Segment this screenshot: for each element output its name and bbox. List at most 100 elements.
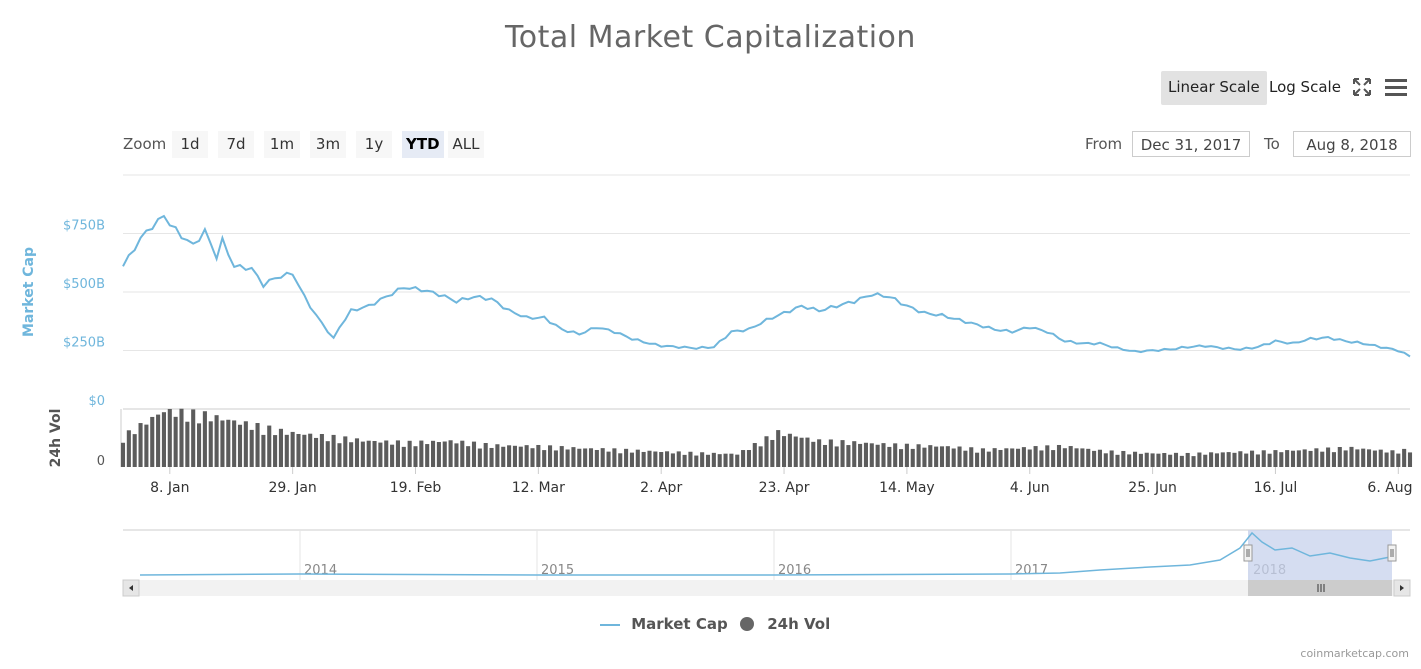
zoom-7d-button[interactable]: 7d (218, 131, 254, 158)
volume-bar (360, 441, 365, 467)
volume-bar (899, 449, 904, 467)
volume-bar (1250, 450, 1255, 467)
y-tick-label: $250B (63, 336, 105, 351)
volume-bar (1314, 448, 1319, 467)
fullscreen-icon[interactable] (1351, 77, 1373, 97)
volume-bar (1062, 448, 1067, 467)
navigator-year-label: 2014 (304, 563, 337, 578)
volume-bar (401, 446, 406, 467)
volume-bar (261, 434, 266, 467)
volume-bar (448, 440, 453, 467)
volume-bar (571, 447, 576, 467)
volume-bar (939, 446, 945, 467)
volume-bar (1039, 450, 1044, 467)
x-tick-label: 6. Aug (1367, 480, 1412, 496)
navigator-right-handle[interactable] (1387, 544, 1397, 562)
volume-bar (144, 424, 149, 467)
volume-bar (782, 436, 787, 467)
legend-volume-label: 24h Vol (767, 615, 831, 633)
legend-item-market-cap[interactable]: Market Cap (600, 615, 728, 633)
zoom-1y-button[interactable]: 1y (356, 131, 392, 158)
volume-bar (1185, 452, 1190, 467)
zoom-1d-button[interactable]: 1d (172, 131, 208, 158)
volume-bar (120, 442, 126, 467)
volume-bar (156, 414, 161, 467)
legend-market-cap-label: Market Cap (631, 615, 728, 633)
volume-bar (1343, 450, 1348, 467)
x-tick-label: 25. Jun (1128, 480, 1177, 496)
volume-bar (869, 443, 874, 467)
volume-bar (390, 444, 395, 467)
volume-bar (1378, 449, 1383, 467)
x-tick-label: 8. Jan (150, 480, 189, 496)
x-tick-label: 2. Apr (640, 480, 682, 496)
navigator-left-handle[interactable] (1243, 544, 1253, 562)
log-scale-button[interactable]: Log Scale (1269, 78, 1341, 96)
menu-icon[interactable] (1384, 77, 1408, 97)
volume-bar (1191, 456, 1196, 467)
volume-bar (787, 433, 792, 467)
zoom-label: Zoom (123, 135, 167, 153)
volume-bar (1045, 445, 1050, 467)
volume-bar (969, 447, 974, 467)
x-tick-label: 12. Mar (512, 480, 565, 496)
volume-bar (963, 450, 968, 467)
volume-bar (226, 419, 231, 467)
volume-bar (863, 442, 868, 467)
linear-scale-button[interactable]: Linear Scale (1161, 71, 1267, 105)
volume-bar (431, 440, 436, 467)
volume-bar (922, 447, 927, 467)
volume-bar (1021, 447, 1026, 467)
volume-bar (746, 450, 751, 467)
volume-bar (378, 442, 383, 467)
zoom-all-button[interactable]: ALL (448, 131, 484, 158)
volume-bar (741, 450, 746, 467)
volume-bar (618, 453, 623, 467)
volume-bar (1267, 453, 1272, 467)
zoom-ytd-button[interactable]: YTD (402, 131, 444, 158)
scrollbar-thumb[interactable] (1248, 580, 1392, 596)
volume-bar (442, 441, 447, 467)
volume-bar (530, 448, 535, 467)
volume-bar (1220, 452, 1225, 467)
volume-bar (524, 445, 529, 467)
volume-bar (1086, 448, 1091, 467)
volume-bar (1080, 448, 1085, 467)
volume-bar (764, 436, 769, 467)
volume-bar (501, 446, 506, 467)
to-date-input[interactable]: Aug 8, 2018 (1293, 131, 1411, 157)
zoom-1m-button[interactable]: 1m (264, 131, 300, 158)
y-tick-label: $750B (63, 219, 105, 234)
volume-bar (665, 451, 670, 467)
volume-bar (840, 440, 845, 467)
credits[interactable]: coinmarketcap.com (1300, 647, 1409, 660)
volume-bar (290, 431, 295, 467)
volume-bar (858, 443, 863, 467)
volume-bar (425, 444, 430, 467)
volume-bar (1255, 454, 1260, 467)
zoom-3m-button[interactable]: 3m (310, 131, 346, 158)
volume-bar (1179, 455, 1184, 467)
volume-bar (489, 447, 494, 467)
from-date-input[interactable]: Dec 31, 2017 (1132, 131, 1250, 157)
scrollbar-track[interactable] (123, 580, 1410, 596)
volume-bar (302, 434, 307, 467)
y-tick-label: $0 (88, 394, 105, 409)
volume-bar (314, 437, 319, 467)
volume-bar (1121, 450, 1126, 467)
volume-bar (822, 444, 828, 467)
market-cap-line (122, 214, 1411, 358)
volume-bar (565, 449, 570, 467)
legend-item-volume[interactable]: 24h Vol (740, 615, 830, 633)
volume-bar (1296, 450, 1301, 467)
volume-bar (676, 451, 681, 467)
volume-bar (1214, 453, 1219, 467)
volume-bar (998, 449, 1003, 467)
volume-bar (1285, 450, 1290, 467)
volume-bar (243, 421, 248, 467)
volume-bar (1004, 448, 1009, 467)
volume-bar (173, 416, 178, 467)
x-tick-label: 19. Feb (390, 480, 442, 496)
navigator-line (139, 531, 1391, 576)
